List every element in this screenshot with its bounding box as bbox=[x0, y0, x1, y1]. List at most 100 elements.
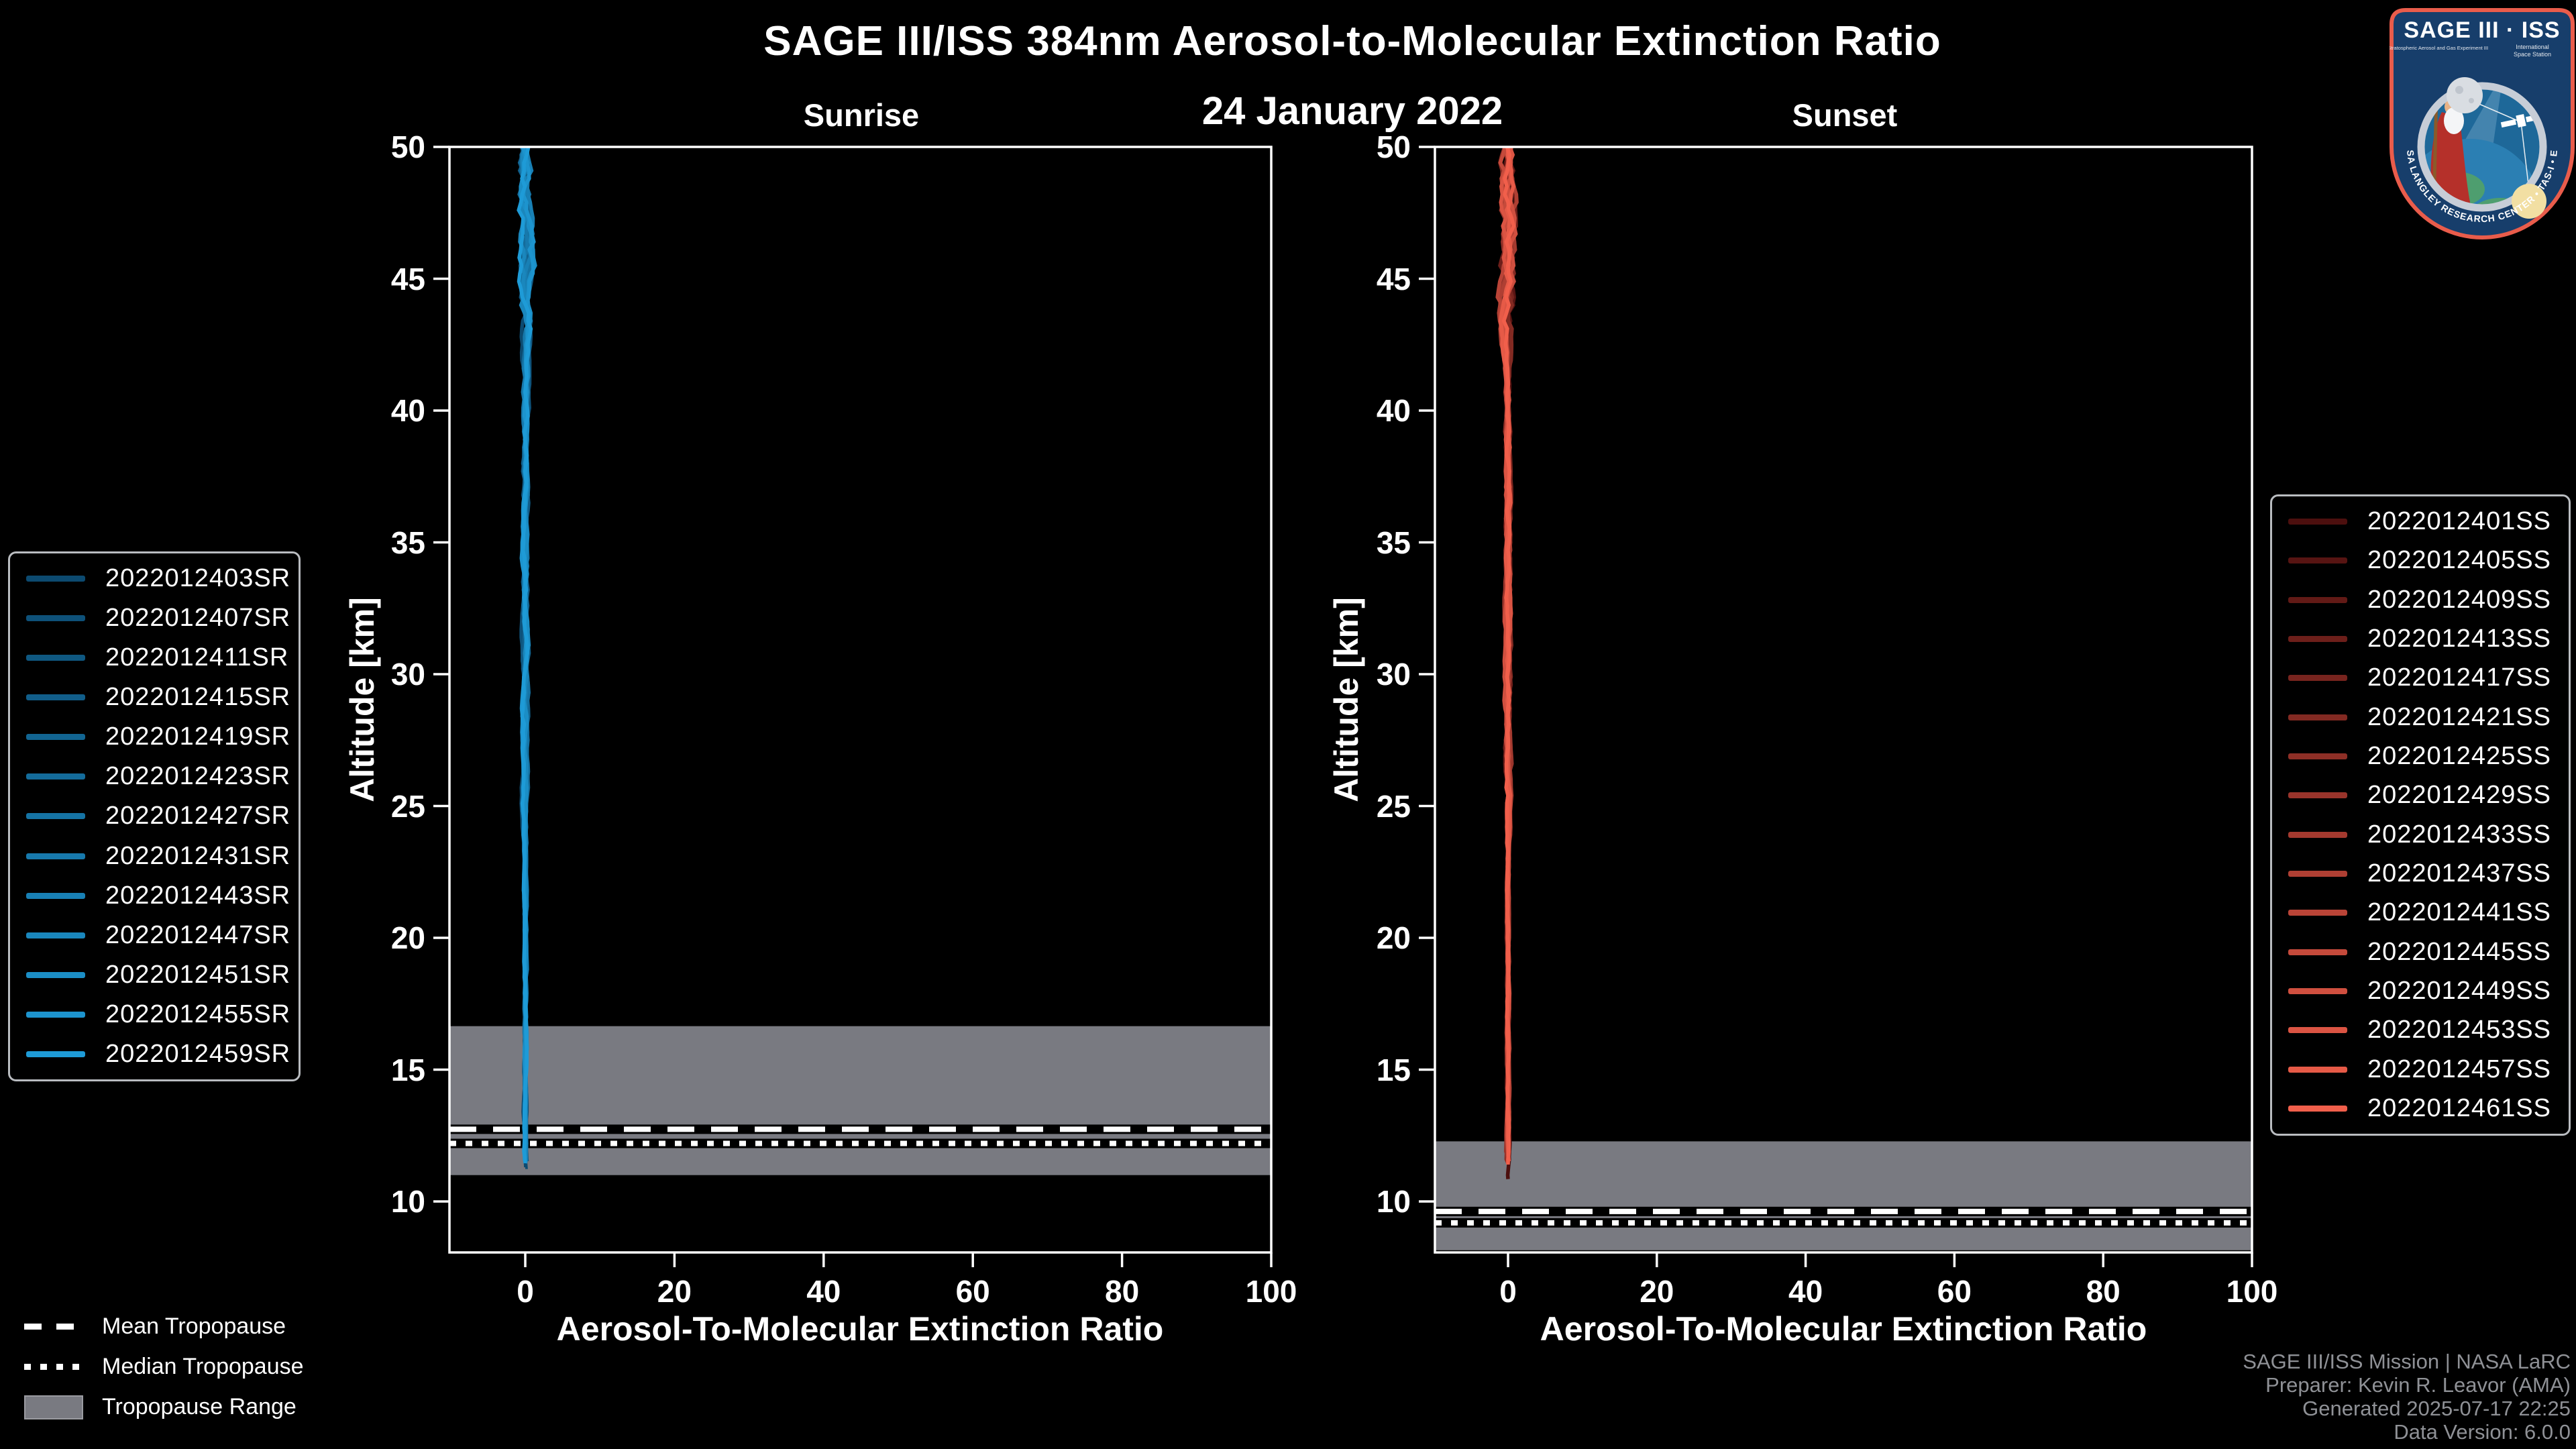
legend-item: 2022012431SR bbox=[26, 842, 292, 871]
y-tick-label-sunset: 25 bbox=[1376, 788, 1411, 824]
x-tick-label-sunset: 0 bbox=[1499, 1274, 1517, 1309]
legend-item: 2022012437SS bbox=[2288, 859, 2562, 888]
legend-line-swatch bbox=[2288, 1105, 2347, 1112]
plot-spines-sunrise bbox=[448, 146, 1273, 1254]
y-tick-label-sunset: 45 bbox=[1376, 261, 1411, 297]
logo-gray-ring bbox=[2417, 82, 2547, 212]
legend-line-swatch bbox=[26, 971, 85, 978]
legend-line-swatch bbox=[2288, 753, 2347, 759]
legend-line-swatch bbox=[2288, 949, 2347, 955]
x-tick-label-sunset: 20 bbox=[1640, 1274, 1674, 1309]
legend-event-label: 2022012447SR bbox=[105, 920, 291, 949]
attribution-mission: SAGE III/ISS Mission | NASA LaRC bbox=[2243, 1350, 2571, 1373]
legend-line-swatch bbox=[2288, 870, 2347, 877]
y-tick-label-sunrise: 25 bbox=[390, 788, 425, 824]
legend-line-swatch bbox=[2288, 635, 2347, 642]
legend-line-swatch bbox=[26, 615, 85, 622]
median-tropopause-dot-swatch bbox=[24, 1364, 83, 1370]
legend-event-label: 2022012449SS bbox=[2367, 976, 2552, 1005]
legend-line-swatch bbox=[2288, 987, 2347, 994]
legend-event-label: 2022012421SS bbox=[2367, 702, 2552, 731]
legend-item: 2022012447SR bbox=[26, 921, 292, 950]
legend-item: 2022012453SS bbox=[2288, 1016, 2562, 1044]
legend-item: 2022012427SR bbox=[26, 802, 292, 830]
legend-item: 2022012405SS bbox=[2288, 546, 2562, 575]
legend-line-swatch bbox=[2288, 1066, 2347, 1073]
sage-iii-iss-logo: SAGE III · ISS Stratospheric Aerosol and… bbox=[2390, 8, 2575, 239]
legend-sunrise-events: 2022012403SR 2022012407SR 2022012411SR 2022… bbox=[8, 551, 301, 1081]
y-tick-label-sunrise: 40 bbox=[390, 393, 425, 428]
logo-figure-robe bbox=[2430, 112, 2471, 205]
legend-event-label: 2022012427SR bbox=[105, 802, 291, 830]
legend-item: 2022012457SS bbox=[2288, 1055, 2562, 1084]
logo-subtitle-right-1: International bbox=[2516, 44, 2549, 50]
logo-title: SAGE III · ISS bbox=[2404, 17, 2560, 43]
legend-item: 2022012403SR bbox=[26, 564, 292, 593]
legend-item: 2022012449SS bbox=[2288, 977, 2562, 1006]
mean-tropopause-label: Mean Tropopause bbox=[102, 1313, 286, 1339]
x-tick-label-sunrise: 20 bbox=[657, 1274, 692, 1309]
y-tick-label-sunrise: 15 bbox=[390, 1052, 425, 1087]
legend-item-tropopause-range: Tropopause Range bbox=[24, 1394, 297, 1420]
legend-item-mean-tropopause: Mean Tropopause bbox=[24, 1313, 286, 1340]
legend-event-label: 2022012451SR bbox=[105, 960, 291, 989]
legend-event-label: 2022012419SR bbox=[105, 722, 291, 751]
legend-event-label: 2022012455SR bbox=[105, 1000, 291, 1028]
legend-line-swatch bbox=[26, 1011, 85, 1018]
legend-line-swatch bbox=[2288, 910, 2347, 916]
legend-event-label: 2022012409SS bbox=[2367, 585, 2552, 614]
legend-item: 2022012415SR bbox=[26, 683, 292, 712]
legend-item: 2022012451SR bbox=[26, 961, 292, 989]
logo-subtitle-left: Stratospheric Aerosol and Gas Experiment… bbox=[2390, 45, 2488, 51]
legend-item-median-tropopause: Median Tropopause bbox=[24, 1354, 304, 1380]
legend-item: 2022012443SR bbox=[26, 881, 292, 910]
y-tick-label-sunset: 15 bbox=[1376, 1052, 1411, 1087]
legend-event-label: 2022012407SR bbox=[105, 604, 291, 633]
legend-line-swatch bbox=[26, 773, 85, 780]
x-tick-label-sunset: 40 bbox=[1788, 1274, 1823, 1309]
legend-line-swatch bbox=[2288, 596, 2347, 603]
x-tick-label-sunrise: 60 bbox=[955, 1274, 990, 1309]
profile-line-2022012459SR bbox=[517, 147, 533, 1164]
y-tick-label-sunset: 35 bbox=[1376, 525, 1411, 560]
legend-item: 2022012425SS bbox=[2288, 742, 2562, 771]
legend-item: 2022012441SS bbox=[2288, 898, 2562, 927]
legend-line-swatch bbox=[2288, 519, 2347, 525]
y-tick-label-sunset: 10 bbox=[1376, 1184, 1411, 1219]
legend-item: 2022012413SS bbox=[2288, 625, 2562, 653]
x-tick-label-sunset: 60 bbox=[1937, 1274, 1972, 1309]
tropopause-range-band bbox=[449, 1026, 1271, 1175]
logo-figure-beard bbox=[2444, 107, 2464, 134]
legend-event-label: 2022012445SS bbox=[2367, 937, 2552, 966]
y-tick-label-sunrise: 35 bbox=[390, 525, 425, 560]
profile-line-2022012461SS bbox=[1501, 147, 1516, 1165]
panel-title-sunrise: Sunrise bbox=[803, 97, 920, 133]
tropopause-range-label: Tropopause Range bbox=[102, 1394, 297, 1419]
legend-line-swatch bbox=[2288, 831, 2347, 838]
attribution-preparer: Preparer: Kevin R. Leavor (AMA) bbox=[2265, 1373, 2571, 1397]
y-tick-label-sunrise: 30 bbox=[390, 657, 425, 692]
y-tick-label-sunset: 40 bbox=[1376, 393, 1411, 428]
tropopause-range-swatch bbox=[24, 1395, 83, 1419]
legend-event-label: 2022012425SS bbox=[2367, 741, 2552, 770]
logo-moon-crater bbox=[2455, 86, 2463, 94]
tropopause-range-band bbox=[1435, 1141, 2252, 1250]
y-tick-label-sunrise: 45 bbox=[390, 261, 425, 297]
legend-event-label: 2022012415SR bbox=[105, 683, 291, 712]
legend-item: 2022012409SS bbox=[2288, 586, 2562, 614]
legend-event-label: 2022012459SR bbox=[105, 1039, 291, 1068]
legend-line-swatch bbox=[2288, 714, 2347, 720]
legend-event-label: 2022012423SR bbox=[105, 762, 291, 791]
legend-event-label: 2022012437SS bbox=[2367, 859, 2552, 888]
legend-event-label: 2022012401SS bbox=[2367, 507, 2552, 535]
legend-line-swatch bbox=[26, 576, 85, 582]
y-tick-label-sunset: 20 bbox=[1376, 920, 1411, 955]
legend-line-swatch bbox=[2288, 675, 2347, 682]
plot-spines-sunset bbox=[1434, 146, 2253, 1254]
logo-subtitle-right-2: Space Station bbox=[2514, 51, 2551, 58]
mean-tropopause-dash-swatch bbox=[24, 1324, 83, 1330]
legend-line-swatch bbox=[2288, 792, 2347, 799]
x-axis-label-sunrise: Aerosol-To-Molecular Extinction Ratio bbox=[556, 1310, 1164, 1348]
x-tick-label-sunrise: 80 bbox=[1105, 1274, 1140, 1309]
legend-item: 2022012445SS bbox=[2288, 938, 2562, 967]
